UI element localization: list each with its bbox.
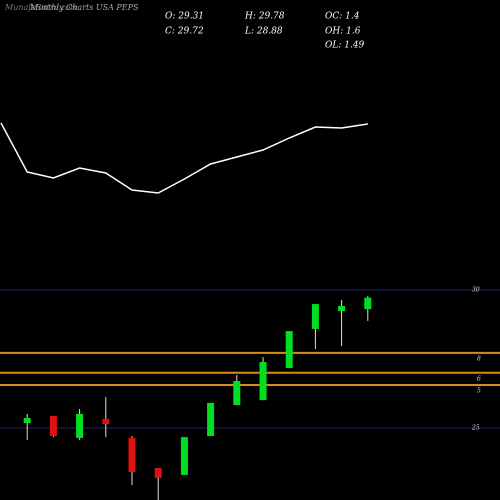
info-high: H: 29.78 xyxy=(244,12,285,22)
info-oh: OH: 1.6 xyxy=(325,27,361,37)
candle-body xyxy=(233,381,241,406)
candle-body xyxy=(49,416,57,437)
candle-body xyxy=(311,304,319,329)
info-oc: OC: 1.4 xyxy=(325,12,360,22)
candle-body xyxy=(102,418,110,425)
candle-body xyxy=(154,468,162,478)
candle-body xyxy=(364,297,372,310)
watermark: MunafaSutra.com xyxy=(4,3,78,12)
candle-body xyxy=(180,437,188,475)
candle-body xyxy=(285,331,293,369)
level-label: 5 xyxy=(477,387,481,394)
level-label: 8 xyxy=(477,355,481,362)
y-tick-label: 30 xyxy=(472,287,480,294)
candle-body xyxy=(23,418,31,424)
info-low: L: 28.88 xyxy=(244,27,283,37)
candle-body xyxy=(207,402,215,437)
candle-body xyxy=(338,306,346,311)
info-ol: OL: 1.49 xyxy=(325,41,365,51)
chart-title: Monthly Charts USA PEPS xyxy=(29,3,139,12)
level-label: 6 xyxy=(477,375,481,382)
line-series xyxy=(0,122,368,194)
candle-body xyxy=(259,362,267,401)
candle-body xyxy=(76,413,84,438)
y-tick-label: 25 xyxy=(471,425,480,432)
info-close: C: 29.72 xyxy=(165,27,204,37)
candle-body xyxy=(128,437,136,472)
info-open: O: 29.31 xyxy=(165,12,204,22)
